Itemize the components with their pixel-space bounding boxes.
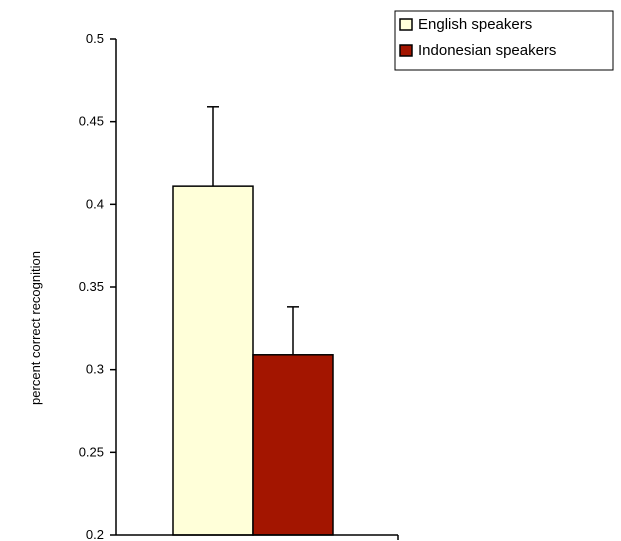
y-tick-label-6: 0.5: [86, 31, 104, 46]
legend-box: [394, 10, 614, 71]
legend-label-0: English speakers: [418, 16, 532, 33]
legend-label-1: Indonesian speakers: [418, 42, 556, 59]
legend: English speakers Indonesian speakers: [394, 10, 614, 71]
y-tick-label-4: 0.4: [86, 196, 104, 211]
y-axis-title: percent correct recognition: [28, 251, 43, 405]
legend-swatch-1: [399, 44, 413, 57]
y-tick-label-3: 0.35: [79, 279, 104, 294]
legend-swatch-0: [399, 18, 413, 31]
y-tick-label-0: 0.2: [86, 527, 104, 541]
y-tick-label-2: 0.3: [86, 362, 104, 377]
y-tick-label-1: 0.25: [79, 444, 104, 459]
bar-1: [252, 354, 334, 536]
bars-layer: [172, 185, 334, 536]
y-tick-label-5: 0.45: [79, 114, 104, 129]
error-bars-layer: [207, 106, 299, 355]
axes-layer: 0.2 0.25 0.3 0.35 0.4 0.45 0.5: [79, 31, 399, 541]
bar-0: [172, 185, 254, 536]
